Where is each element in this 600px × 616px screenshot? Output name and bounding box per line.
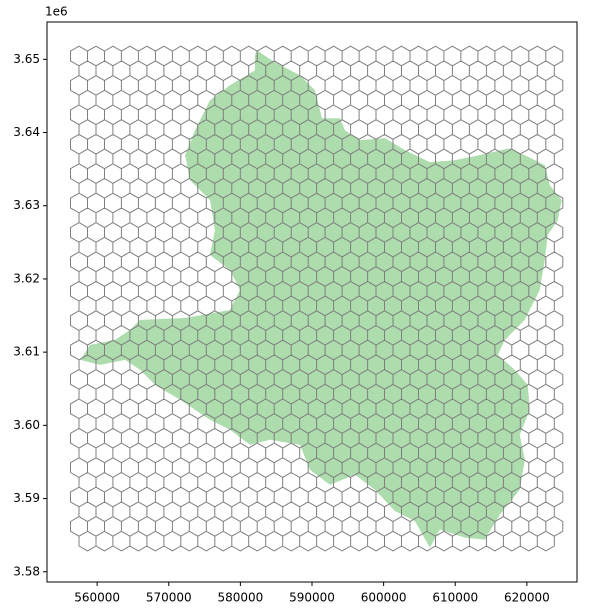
y-tick-label: 3.65 xyxy=(13,52,40,66)
x-tick-label: 620000 xyxy=(504,591,550,605)
plot-frame xyxy=(46,21,578,583)
y-tick-label: 3.61 xyxy=(13,345,40,359)
x-tick-label: 610000 xyxy=(432,591,478,605)
hex-cells xyxy=(70,45,564,552)
axis-offset-label: 1e6 xyxy=(45,5,68,19)
x-tick-label: 590000 xyxy=(289,591,335,605)
x-tick-label: 570000 xyxy=(146,591,192,605)
x-tick-label: 560000 xyxy=(74,591,120,605)
y-tick-label: 3.59 xyxy=(13,491,40,505)
y-tick-label: 3.64 xyxy=(13,125,40,139)
y-tick-label: 3.62 xyxy=(13,271,40,285)
hex-grid xyxy=(70,45,564,552)
y-tick-label: 3.60 xyxy=(13,418,40,432)
x-tick-label: 600000 xyxy=(361,591,407,605)
y-tick-label: 3.58 xyxy=(13,564,40,578)
y-tick-label: 3.63 xyxy=(13,198,40,212)
x-tick-label: 580000 xyxy=(217,591,263,605)
